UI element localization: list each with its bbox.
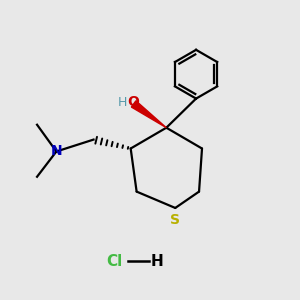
Polygon shape (131, 101, 166, 128)
Text: O: O (127, 95, 139, 109)
Text: H: H (151, 254, 164, 269)
Text: Cl: Cl (106, 254, 122, 269)
Text: N: N (51, 145, 62, 158)
Text: H: H (118, 96, 127, 109)
Text: S: S (170, 213, 180, 227)
